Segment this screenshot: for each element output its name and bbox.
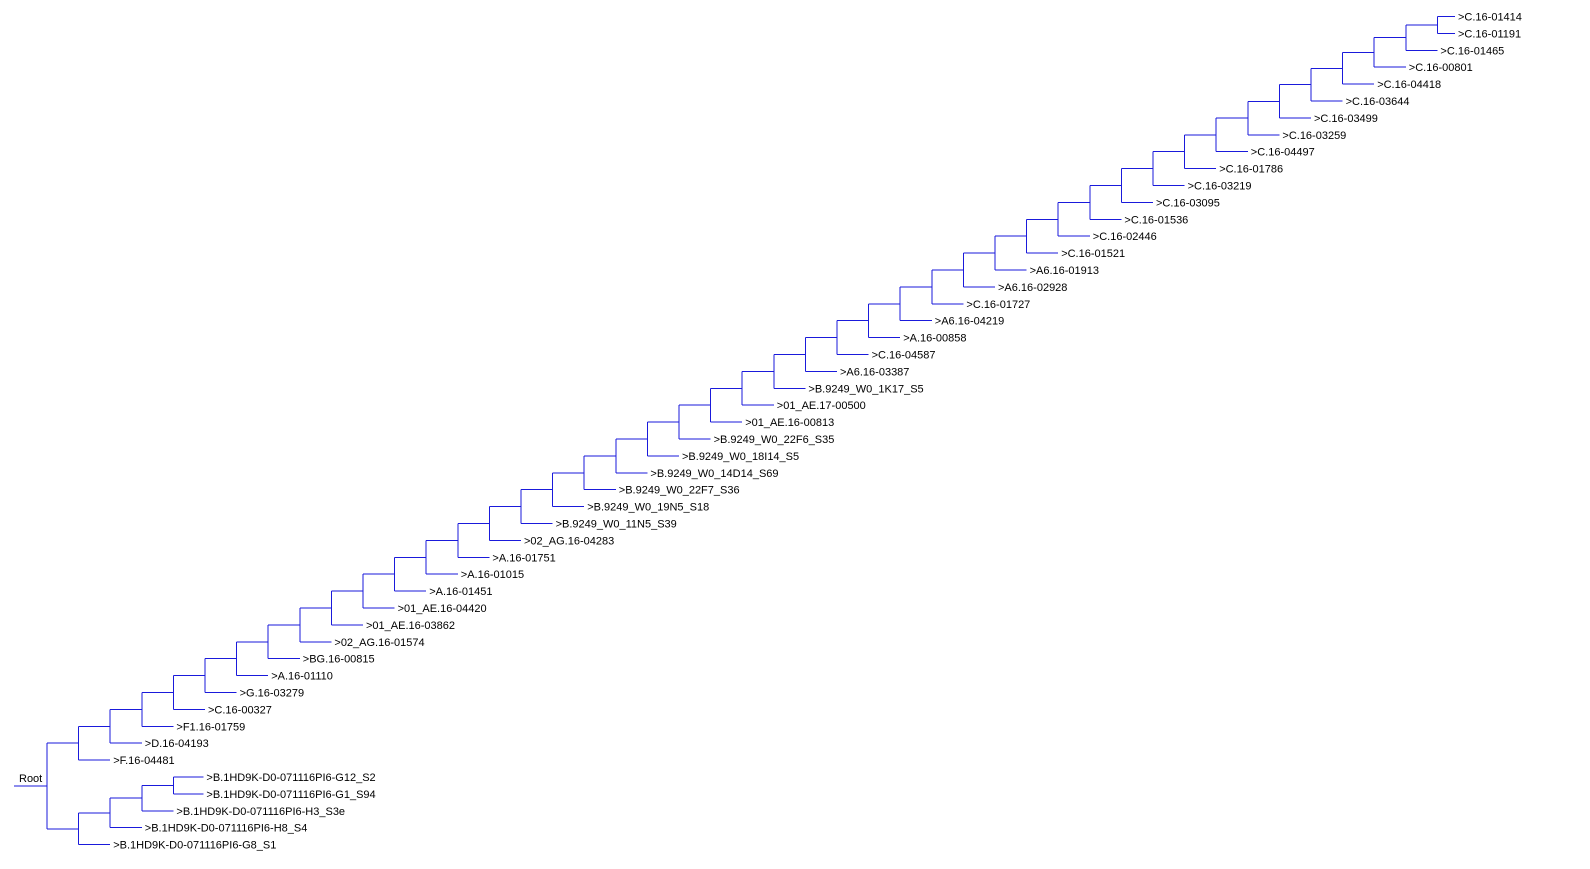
leaf-label: >G.16-03279 — [240, 688, 305, 700]
leaf-label: >A6.16-01913 — [1030, 265, 1099, 277]
leaf-label: >A.16-01451 — [429, 586, 492, 598]
leaf-label: >C.16-01536 — [1124, 214, 1188, 226]
leaf-label: >D.16-04193 — [145, 738, 209, 750]
leaf-label: >B.9249_W0_1K17_S5 — [808, 383, 923, 395]
leaf-label: >B.9249_W0_14D14_S69 — [650, 468, 778, 480]
leaf-label: >B.1HD9K-D0-071116PI6-G8_S1 — [113, 840, 276, 852]
leaf-label: >C.16-01414 — [1458, 12, 1522, 24]
leaf-label: >C.16-04497 — [1251, 147, 1315, 159]
leaf-label: >C.16-00327 — [208, 704, 272, 716]
leaf-label: >B.1HD9K-D0-071116PI6-G1_S94 — [206, 789, 375, 801]
leaf-label: >F1.16-01759 — [176, 721, 245, 733]
leaf-label: >B.9249_W0_18I14_S5 — [682, 451, 799, 463]
leaf-label: >A6.16-04219 — [935, 316, 1004, 328]
leaf-label: >01_AE.16-04420 — [398, 603, 487, 615]
leaf-label: >C.16-01521 — [1061, 248, 1125, 260]
leaf-label: >C.16-04587 — [872, 350, 936, 362]
leaf-label: >B.9249_W0_22F6_S35 — [714, 434, 835, 446]
leaf-label: >A6.16-02928 — [998, 282, 1067, 294]
leaf-label: >B.1HD9K-D0-071116PI6-H8_S4 — [145, 823, 308, 835]
root-label: Root — [19, 773, 42, 785]
leaf-label: >C.16-03259 — [1282, 130, 1346, 142]
leaf-label: >C.16-00801 — [1409, 62, 1473, 74]
leaf-label: >B.9249_W0_11N5_S39 — [556, 519, 677, 531]
leaf-label: >A.16-01110 — [271, 671, 333, 683]
leaf-label: >C.16-03499 — [1314, 113, 1378, 125]
leaf-label: >01_AE.16-03862 — [366, 620, 455, 632]
leaf-label: >C.16-01191 — [1458, 28, 1521, 40]
leaf-label: >C.16-01727 — [966, 299, 1030, 311]
leaf-label: >C.16-02446 — [1093, 231, 1157, 243]
leaf-label: >C.16-04418 — [1377, 79, 1441, 91]
leaf-label: >01_AE.17-00500 — [777, 400, 866, 412]
leaf-label: >F.16-04481 — [113, 755, 174, 767]
leaf-label: >A.16-01015 — [461, 569, 524, 581]
leaf-label: >C.16-03644 — [1346, 96, 1410, 108]
leaf-label: >02_AG.16-01574 — [334, 637, 424, 649]
leaf-label: >01_AE.16-00813 — [745, 417, 834, 429]
leaf-label: >B.1HD9K-D0-071116PI6-H3_S3e — [176, 806, 345, 818]
leaf-label: >A.16-01751 — [492, 552, 555, 564]
leaf-label: >C.16-03095 — [1156, 197, 1220, 209]
leaf-label: >02_AG.16-04283 — [524, 535, 614, 547]
leaf-label: >C.16-01786 — [1219, 164, 1283, 176]
leaf-label: >C.16-01465 — [1440, 45, 1504, 57]
leaf-label: >B.9249_W0_22F7_S36 — [619, 485, 740, 497]
leaf-label: >C.16-03219 — [1188, 181, 1252, 193]
leaf-label: >BG.16-00815 — [303, 654, 375, 666]
leaf-label: >B.9249_W0_19N5_S18 — [587, 502, 709, 514]
leaf-label: >A6.16-03387 — [840, 366, 909, 378]
leaf-label: >A.16-00858 — [903, 333, 966, 345]
leaf-label: >B.1HD9K-D0-071116PI6-G12_S2 — [206, 772, 375, 784]
